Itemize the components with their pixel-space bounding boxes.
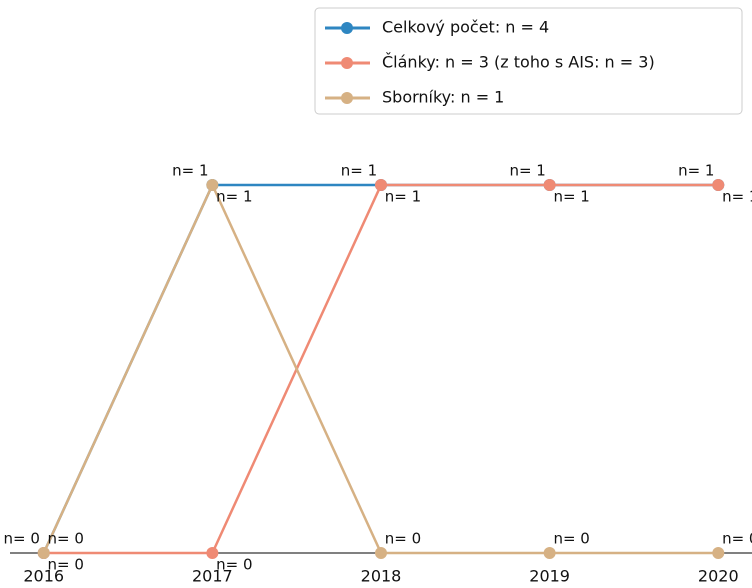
data-label: n= 1 bbox=[678, 162, 714, 180]
series-point bbox=[712, 547, 725, 559]
data-label: n= 1 bbox=[172, 162, 208, 180]
legend-marker bbox=[341, 92, 353, 104]
data-label: n= 0 bbox=[722, 530, 752, 548]
data-label: n= 1 bbox=[722, 188, 752, 206]
x-tick-label: 2016 bbox=[23, 567, 64, 586]
legend-label: Články: n = 3 (z toho s AIS: n = 3) bbox=[382, 53, 655, 72]
series-point bbox=[375, 547, 387, 559]
data-label: n= 0 bbox=[385, 530, 421, 548]
series-point bbox=[712, 179, 725, 191]
legend-label: Celkový počet: n = 4 bbox=[382, 18, 549, 37]
series-point bbox=[206, 547, 219, 559]
data-label: n= 1 bbox=[341, 162, 377, 180]
data-label: n= 0 bbox=[216, 556, 252, 574]
x-tick-label: 2020 bbox=[698, 567, 739, 586]
legend-marker bbox=[341, 22, 353, 34]
legend-box bbox=[314, 7, 743, 115]
series-line bbox=[42, 181, 719, 555]
series-line bbox=[43, 183, 719, 555]
series-point bbox=[543, 179, 556, 191]
x-tick-label: 2019 bbox=[529, 567, 570, 586]
series-point bbox=[543, 547, 556, 559]
data-label: n= 0 bbox=[553, 530, 589, 548]
data-label: n= 1 bbox=[385, 188, 421, 206]
legend-label: Sborníky: n = 1 bbox=[382, 88, 504, 107]
series-point bbox=[206, 179, 219, 191]
x-tick-label: 2018 bbox=[361, 567, 402, 586]
series-point bbox=[375, 179, 387, 191]
data-label: n= 1 bbox=[509, 162, 545, 180]
data-label: n= 0 bbox=[48, 530, 84, 548]
data-label: n= 1 bbox=[216, 188, 252, 206]
data-label: n= 1 bbox=[553, 188, 589, 206]
data-label: n= 0 bbox=[48, 556, 84, 574]
series-point bbox=[37, 547, 50, 559]
data-label: n= 0 bbox=[4, 530, 40, 548]
legend-marker bbox=[341, 57, 353, 69]
series-line bbox=[42, 183, 719, 554]
x-tick-label: 2017 bbox=[192, 567, 233, 586]
